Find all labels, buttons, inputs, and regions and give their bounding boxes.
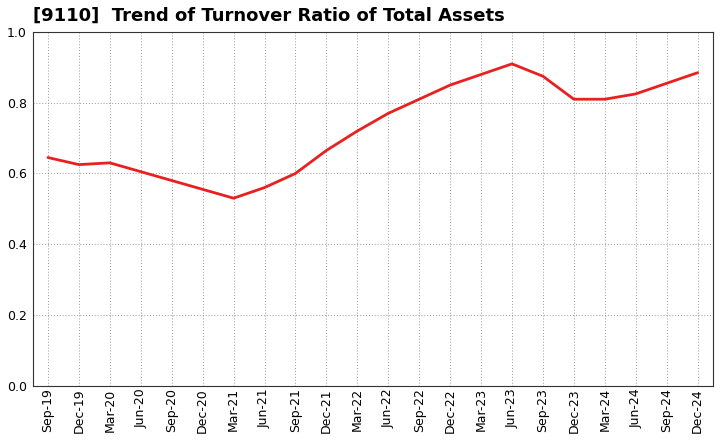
- Text: [9110]  Trend of Turnover Ratio of Total Assets: [9110] Trend of Turnover Ratio of Total …: [32, 7, 504, 25]
